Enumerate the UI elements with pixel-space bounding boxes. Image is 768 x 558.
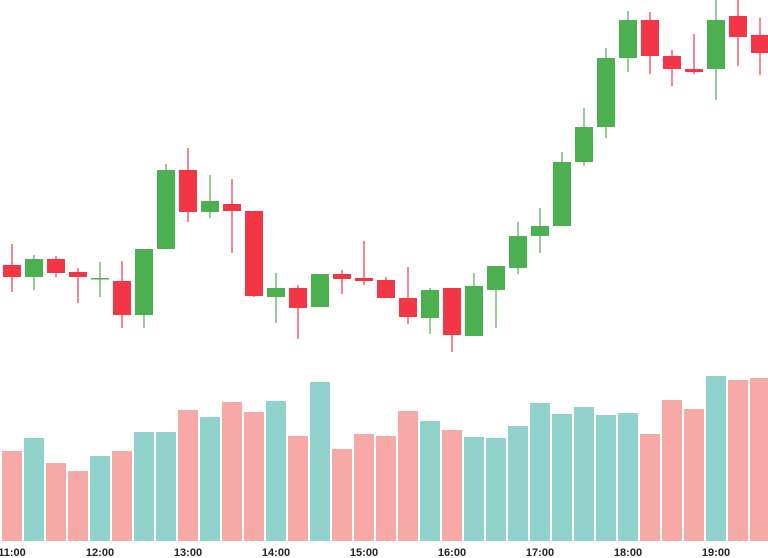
candle-body [729,16,747,37]
candle-body [399,298,417,317]
candle-body [3,265,21,277]
volume-bar [486,438,506,541]
candle-body [597,58,615,127]
volume-bar [332,449,352,541]
candle-body [69,272,87,277]
candle-body [685,69,703,72]
candle-body [135,249,153,315]
candle-body [641,20,659,56]
volume-bar [112,451,132,541]
volume-bar [508,426,528,541]
volume-bar [728,380,748,541]
volume-bar [354,434,374,541]
volume-bar [134,432,154,541]
volume-bar [662,400,682,541]
candle-body [575,127,593,162]
candle-body [267,288,285,297]
candle-body [553,162,571,226]
x-tick-label: 12:00 [86,547,114,558]
candle-body [531,226,549,236]
candle-body [751,35,768,53]
candle-body [333,274,351,279]
candle-body [619,20,637,58]
x-tick-label: 16:00 [438,547,466,558]
x-tick-label: 15:00 [350,547,378,558]
volume-bar [90,456,110,541]
candle-body [157,170,175,249]
volume-bar [288,436,308,541]
candle-body [245,211,263,296]
x-tick-label: 11:00 [0,547,26,558]
candle-body [91,278,109,280]
volume-bar [24,438,44,541]
volume-bar [200,417,220,541]
x-tick-label: 19:00 [702,547,730,558]
candle-body [487,266,505,290]
volume-bar [2,451,22,541]
candle-body [25,259,43,277]
candle-body [289,288,307,308]
candle-body [421,290,439,318]
volume-bar [46,463,66,541]
volume-bar [464,437,484,541]
volume-bar [266,401,286,541]
candle-body [443,288,461,335]
volume-bar [244,412,264,541]
candle-body [377,280,395,298]
x-tick-label: 13:00 [174,547,202,558]
candle-body [355,278,373,281]
candle-body [223,204,241,211]
volume-bar [530,403,550,541]
x-tick-label: 14:00 [262,547,290,558]
volume-bar [376,436,396,541]
volume-bar [706,376,726,541]
volume-bar [684,409,704,541]
volume-bar [420,421,440,541]
x-tick-label: 18:00 [614,547,642,558]
volume-bar [640,434,660,541]
volume-bar [552,414,572,541]
candle-body [311,274,329,307]
candle-body [179,170,197,212]
candle-body [47,259,65,273]
volume-bar [398,411,418,541]
x-tick-label: 17:00 [526,547,554,558]
volume-bar [68,471,88,541]
volume-bar [574,407,594,541]
volume-bar [596,415,616,541]
candle-body [113,281,131,315]
volume-bar [750,378,768,541]
candle-body [663,56,681,69]
volume-bar [178,410,198,541]
volume-bar [442,430,462,541]
candle-body [707,20,725,69]
volume-bar [310,382,330,541]
volume-bar [156,432,176,541]
candle-body [201,201,219,212]
volume-bar [222,402,242,541]
candle-body [509,236,527,268]
volume-bar [618,413,638,541]
candle-body [465,286,483,336]
